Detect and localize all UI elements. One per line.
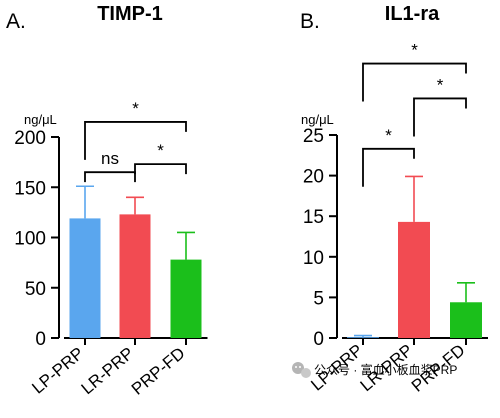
bar [450, 302, 482, 338]
significance-label: * [157, 141, 164, 160]
panel-a-category-label: LR-PRP [78, 344, 138, 399]
panel-b-y-unit: ng/μL [301, 112, 334, 127]
significance-bracket [134, 163, 187, 175]
significance-label: * [411, 41, 418, 60]
bar [347, 337, 379, 338]
y-tick-label: 0 [35, 329, 46, 350]
bar [170, 259, 202, 338]
panel-b-title: IL1-ra [385, 3, 440, 25]
significance-bracket [84, 121, 187, 160]
y-tick-label: 200 [14, 128, 46, 149]
panel-b-plot-area: 0 5 10 15 20 25 * * * [303, 41, 488, 350]
panel-a-letter: A. [6, 10, 26, 33]
bar [69, 218, 101, 338]
panel-a-category-label: LP-PRP [28, 344, 87, 398]
significance-bracket [84, 171, 136, 183]
significance-label: * [132, 99, 139, 118]
panel-a-y-unit: ng/μL [24, 112, 57, 127]
y-tick-label: 20 [303, 167, 324, 188]
y-tick-label: 0 [313, 329, 324, 350]
y-tick-label: 10 [303, 248, 324, 269]
bar [119, 214, 151, 338]
significance-bracket [362, 62, 467, 102]
panel-a-title: TIMP-1 [97, 3, 163, 25]
panel-a-category-label: PRP-FD [128, 344, 189, 399]
watermark-text: 公众号 · 富血小板血浆PRP [314, 362, 457, 377]
significance-label: ns [101, 149, 119, 168]
y-tick-label: 25 [303, 126, 324, 147]
significance-label: * [437, 75, 444, 94]
y-tick-label: 150 [14, 178, 46, 199]
wechat-logo-icon [292, 362, 311, 378]
significance-label: * [385, 126, 392, 145]
significance-bracket [413, 97, 467, 137]
y-tick-label: 100 [14, 229, 46, 250]
bar [398, 221, 430, 338]
panel-b-letter: B. [300, 10, 320, 33]
y-tick-label: 50 [25, 279, 46, 300]
watermark: 公众号 · 富血小板血浆PRP [292, 362, 457, 378]
significance-bracket [362, 147, 415, 187]
y-tick-label: 5 [313, 288, 324, 309]
y-tick-label: 15 [303, 207, 324, 228]
panel-a-plot-area: 0 50 100 150 200 ns * * [14, 99, 208, 350]
